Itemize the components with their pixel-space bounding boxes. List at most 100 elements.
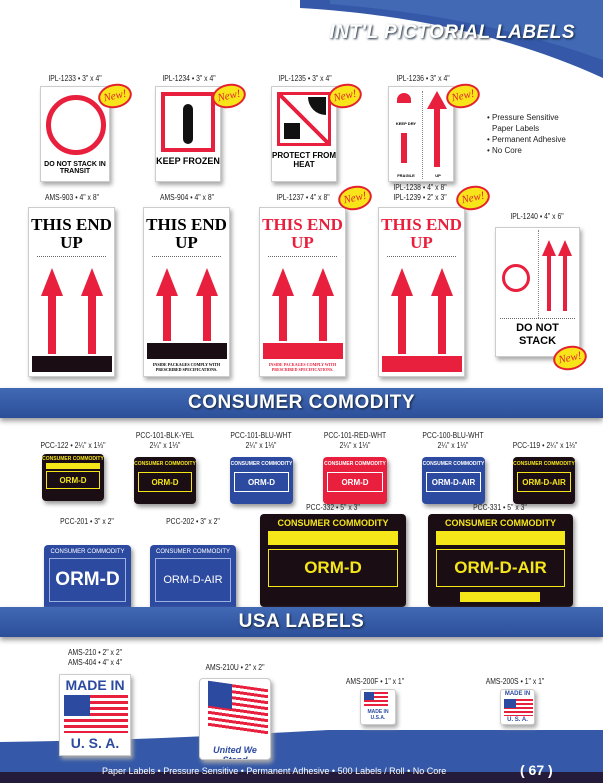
caption: IPL-1236 • 3" x 4" xyxy=(396,74,450,83)
caption: AMS-200S • 1" x 1" xyxy=(485,677,545,686)
label-text: KEEP FROZEN xyxy=(156,156,220,166)
up-arrow-icon xyxy=(427,91,447,109)
caption: IPL-1234 • 3" x 4" xyxy=(162,74,216,83)
feature-list: • Pressure Sensitive Paper Labels • Perm… xyxy=(487,112,566,156)
keep-dry-text: KEEP DRY xyxy=(395,121,417,126)
section-title-usa: USA LABELS xyxy=(238,611,365,632)
color-bar xyxy=(32,356,112,372)
label-text: MADE IN xyxy=(504,691,531,697)
up-arrow-shaft xyxy=(563,256,567,311)
header-swoosh xyxy=(300,0,603,78)
caption: PCC-119 • 2¼" x 1⅓" xyxy=(512,441,578,450)
divider xyxy=(37,256,106,257)
caption: PCC-201 • 3" x 2" xyxy=(60,517,114,526)
label-text: DO NOT STACK IN TRANSIT xyxy=(44,161,106,175)
divider xyxy=(422,91,423,179)
color-bar xyxy=(460,592,540,602)
label-ipl-1236: KEEP DRY FRAGILE UP xyxy=(388,86,454,182)
label-ipl-1237: THIS END UP INSIDE PACKAGES COMPLY WITH … xyxy=(259,207,346,377)
label-text: THIS END UP xyxy=(262,215,343,252)
up-arrow-shaft xyxy=(434,109,440,167)
feature-item: • Pressure Sensitive xyxy=(487,113,559,122)
label-ams-210u: United We Stand xyxy=(199,678,271,760)
up-text: UP xyxy=(435,173,441,178)
caption: IPL-1238 • 4" x 8" xyxy=(393,183,447,192)
up-arrow-shaft xyxy=(319,296,327,341)
up-arrow-shaft xyxy=(203,296,211,341)
caption: AMS-404 • 4" x 4" xyxy=(67,658,123,667)
label-text: U. S. A. xyxy=(507,717,528,723)
up-arrow-icon xyxy=(558,240,572,256)
label-header: CONSUMER COMMODITY xyxy=(324,461,386,467)
label-header: CONSUMER COMMODITY xyxy=(422,461,485,467)
caption: IPL-1240 • 4" x 6" xyxy=(510,212,564,221)
no-stack-icon xyxy=(502,264,530,292)
feature-item: Paper Labels xyxy=(492,124,540,133)
fine-print: INSIDE PACKAGES COMPLY WITH PRESCRIBED S… xyxy=(152,362,221,372)
caption: AMS-904 • 4" x 8" xyxy=(159,193,215,202)
fine-print: INSIDE PACKAGES COMPLY WITH PRESCRIBED S… xyxy=(268,362,337,372)
caption: IPL-1235 • 3" x 4" xyxy=(278,74,332,83)
color-bar xyxy=(382,356,462,372)
section-band-usa: USA LABELS xyxy=(0,607,603,637)
up-arrow-icon xyxy=(196,268,218,296)
label-main: ORM-D xyxy=(233,472,290,492)
no-stack-icon xyxy=(46,95,106,155)
footer-swoosh xyxy=(0,730,603,783)
up-arrow-icon xyxy=(391,268,413,296)
label-pcc-122: CONSUMER COMMODITY ORM-D xyxy=(42,454,104,501)
caption: AMS-200F • 1" x 1" xyxy=(345,677,405,686)
us-flag-icon xyxy=(364,692,388,706)
caption: PCC-122 • 2¼" x 1⅓" xyxy=(40,441,106,450)
divider xyxy=(538,230,539,318)
label-text: DO NOT STACK xyxy=(516,322,559,347)
label-header: CONSUMER COMMODITY xyxy=(277,518,389,528)
label-pcc-331: CONSUMER COMMODITY ORM-D-AIR xyxy=(428,514,573,607)
up-arrow-shaft xyxy=(48,296,56,354)
color-bar xyxy=(263,343,343,359)
caption: PCC-101-BLU-WHT xyxy=(230,431,292,440)
up-arrow-icon xyxy=(41,268,63,296)
up-arrow-shaft xyxy=(547,256,551,311)
up-arrow-shaft xyxy=(398,296,406,354)
label-pcc-101-blu-wht: CONSUMER COMMODITY ORM-D xyxy=(230,457,293,504)
up-arrow-shaft xyxy=(279,296,287,341)
label-main: ORM-D-AIR xyxy=(436,549,565,587)
color-bar xyxy=(436,531,565,545)
label-main: ORM-D-AIR xyxy=(516,472,572,492)
waving-flag-icon xyxy=(208,680,268,736)
us-flag-icon xyxy=(64,695,128,733)
us-flag-icon xyxy=(504,699,533,716)
up-arrow-icon xyxy=(81,268,103,296)
label-pcc-119: CONSUMER COMMODITY ORM-D-AIR xyxy=(513,457,575,504)
feature-item: • No Core xyxy=(487,146,522,155)
label-text: THIS END UP xyxy=(31,215,112,252)
caption: 2¼" x 1⅓" xyxy=(437,441,469,450)
label-ipl-1233: DO NOT STACK IN TRANSIT xyxy=(40,86,110,182)
label-text: United We Stand xyxy=(213,745,257,760)
label-ipl-1238: THIS END UP xyxy=(378,207,465,377)
caption: AMS-210 • 2" x 2" xyxy=(67,648,123,657)
label-main: ORM-D xyxy=(49,558,126,602)
label-pcc-201: CONSUMER COMMODITY ORM-D xyxy=(44,545,131,612)
label-ams-200s: MADE IN U. S. A. xyxy=(500,689,535,725)
fragile-text: FRAGILE xyxy=(397,173,415,178)
caption: PCC-101-RED-WHT xyxy=(323,431,387,440)
umbrella-icon xyxy=(397,93,411,103)
label-ams-200f: MADE IN U.S.A. xyxy=(360,689,396,725)
heat-icon xyxy=(277,92,331,146)
label-main: ORM-D xyxy=(45,471,101,489)
caption: PCC-202 • 3" x 2" xyxy=(166,517,220,526)
label-pcc-101-red-wht: CONSUMER COMMODITY ORM-D xyxy=(323,457,387,504)
color-bar xyxy=(268,531,398,545)
section-band-consumer: CONSUMER COMODITY xyxy=(0,388,603,418)
caption: AMS-903 • 4" x 8" xyxy=(44,193,100,202)
divider xyxy=(387,256,456,257)
color-bar xyxy=(46,463,100,469)
label-ipl-1235: PROTECT FROM HEAT xyxy=(271,86,337,182)
page-number: ( 67 ) xyxy=(520,762,553,778)
label-text: PROTECT FROM HEAT xyxy=(272,151,336,169)
footer-text: Paper Labels • Pressure Sensitive • Perm… xyxy=(102,766,447,776)
label-text: THIS END UP xyxy=(146,215,227,252)
caption: IPL-1239 • 2" x 3" xyxy=(393,193,447,202)
